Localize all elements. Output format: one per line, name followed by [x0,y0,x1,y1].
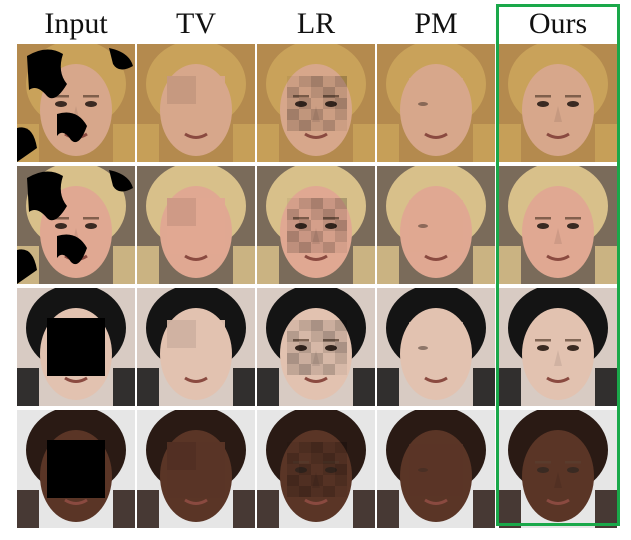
row-2-blonde-woman-smiling-ours-image [499,166,617,284]
row-4-dark-skinned-man-tv-image [137,410,255,528]
row-2-blonde-woman-smiling-lr-image [257,166,375,284]
row-3-black-haired-person-tv-image [137,288,255,406]
header-ours: Ours [528,7,588,40]
header-tv: TV [176,7,216,40]
row-3-black-haired-person-input-image [17,288,135,406]
header-lr: LR [296,7,336,40]
row-1-blonde-woman-lr-image [257,44,375,162]
row-2-blonde-woman-smiling-tv-image [137,166,255,284]
row-1-blonde-woman-input-image [17,44,135,162]
row-1-blonde-woman-tv-image [137,44,255,162]
row-3-black-haired-person-pm-image [377,288,495,406]
row-1-blonde-woman-ours-image [499,44,617,162]
row-4-dark-skinned-man-lr-image [257,410,375,528]
row-1-blonde-woman-pm-image [377,44,495,162]
row-3-black-haired-person-lr-image [257,288,375,406]
row-4-dark-skinned-man-input-image [17,410,135,528]
header-pm: PM [414,7,458,40]
header-input: Input [44,7,108,40]
row-2-blonde-woman-smiling-pm-image [377,166,495,284]
row-4-dark-skinned-man-pm-image [377,410,495,528]
row-3-black-haired-person-ours-image [499,288,617,406]
row-2-blonde-woman-smiling-input-image [17,166,135,284]
row-4-dark-skinned-man-ours-image [499,410,617,528]
